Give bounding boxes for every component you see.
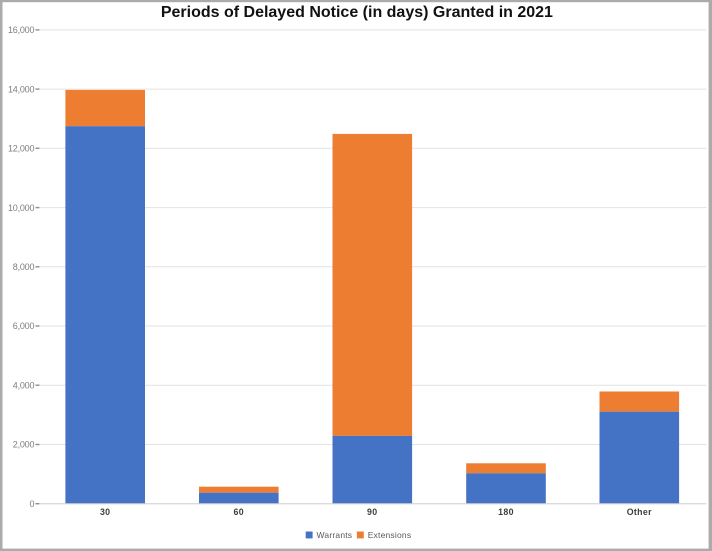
svg-text:Extensions: Extensions (368, 530, 412, 540)
svg-text:30: 30 (100, 507, 111, 517)
svg-text:Warrants: Warrants (317, 530, 353, 540)
svg-text:60: 60 (234, 507, 245, 517)
svg-text:Periods of Delayed Notice (in: Periods of Delayed Notice (in days) Gran… (161, 4, 553, 21)
svg-text:8,000: 8,000 (13, 262, 35, 272)
svg-text:90: 90 (367, 507, 378, 517)
svg-text:180: 180 (498, 507, 514, 517)
svg-text:Other: Other (627, 507, 652, 517)
svg-text:16,000: 16,000 (8, 25, 35, 35)
svg-text:6,000: 6,000 (13, 321, 35, 331)
svg-text:0: 0 (29, 499, 34, 509)
svg-text:2,000: 2,000 (13, 440, 35, 450)
svg-text:4,000: 4,000 (13, 380, 35, 390)
svg-text:14,000: 14,000 (8, 84, 35, 94)
svg-text:10,000: 10,000 (8, 203, 35, 213)
svg-text:12,000: 12,000 (8, 144, 35, 154)
